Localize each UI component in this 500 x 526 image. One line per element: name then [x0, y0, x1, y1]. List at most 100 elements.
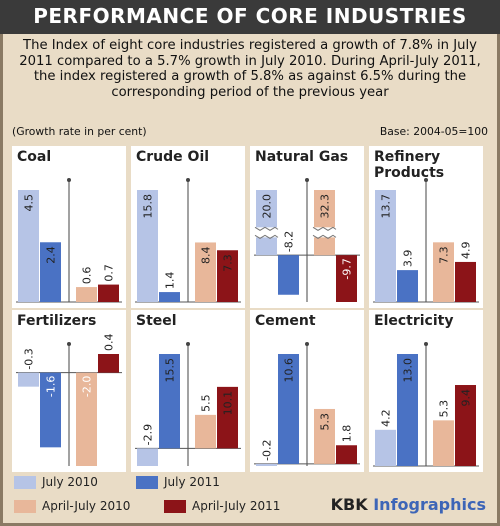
bar-april-july-2010: [76, 372, 97, 466]
data-label: 20.0: [261, 194, 274, 219]
divider-dot: [424, 178, 428, 182]
bar-april-july-2011: [455, 261, 476, 302]
data-label: 10.6: [283, 358, 296, 383]
panel-crude-oil: Crude Oil 15.8 1.4 8.4 7.3: [131, 146, 245, 308]
legend-swatch: [164, 500, 186, 513]
panel-fertilizers: Fertilizers -0.3 -1.6 -2.0 0.4: [12, 310, 126, 472]
data-label: -9.7: [341, 258, 354, 279]
bar-july-2011: [397, 354, 418, 466]
panel-steel: Steel -2.9 15.5 5.5 10.1: [131, 310, 245, 472]
panel-refinery-products: Refinery Products 13.7 3.9 7.3 4.9: [369, 146, 483, 308]
data-label: 7.3: [438, 246, 451, 264]
legend-label: July 2011: [164, 475, 220, 489]
bar-july-2010: [18, 372, 39, 387]
panel-natural-gas: Natural Gas 20.0 -8.2 32.3 -9.7: [250, 146, 364, 308]
bar-april-july-2011: [217, 250, 238, 302]
data-label: 4.5: [23, 194, 36, 212]
panel-chart: 4.5 2.4 0.6 0.7: [16, 178, 122, 303]
divider-dot: [305, 178, 309, 182]
bar-july-2011: [278, 354, 299, 464]
bar-july-2011: [278, 255, 299, 295]
panel-chart: -0.3 -1.6 -2.0 0.4: [16, 334, 122, 466]
data-label: 9.4: [460, 389, 473, 407]
intro-text: The Index of eight core industries regis…: [19, 38, 481, 100]
divider-dot: [305, 342, 309, 346]
divider-dot: [186, 178, 190, 182]
bar-july-2011: [159, 354, 180, 449]
bar-july-2010: [137, 448, 158, 466]
brand-part1: KBK: [330, 495, 374, 514]
data-label: 5.3: [438, 400, 451, 418]
bar-july-2010: [18, 190, 39, 302]
bar-april-july-2010: [314, 190, 335, 256]
data-label: 0.7: [103, 264, 116, 282]
data-label: 1.4: [164, 272, 177, 290]
data-label: -0.3: [23, 348, 36, 369]
legend: July 2010 July 2011 April-July 2010 Apri…: [14, 474, 494, 520]
data-label: 7.3: [222, 254, 235, 272]
data-label: -2.0: [81, 376, 94, 397]
bar-april-july-2010: [195, 414, 216, 449]
data-label: 15.8: [142, 194, 155, 219]
data-label: 15.5: [164, 358, 177, 383]
data-label: -0.2: [261, 439, 274, 460]
data-label: -2.9: [142, 424, 155, 445]
data-label: 5.3: [319, 413, 332, 431]
bar-april-july-2011: [455, 385, 476, 466]
bar-april-july-2010: [433, 242, 454, 302]
bar-april-july-2011: [98, 284, 119, 302]
data-label: -8.2: [283, 231, 296, 252]
data-label: 3.9: [402, 250, 415, 268]
data-label: 8.4: [200, 246, 213, 264]
data-label: 5.5: [200, 394, 213, 412]
panel-chart: 4.2 13.0 5.3 9.4: [373, 342, 479, 467]
bar-july-2010: [375, 429, 396, 466]
data-label: 32.3: [319, 194, 332, 219]
panel-chart: 20.0 -8.2 32.3 -9.7: [254, 178, 360, 302]
axis-break-zigzag: [254, 234, 279, 239]
bar-april-july-2010: [433, 420, 454, 466]
bar-july-2011: [40, 372, 61, 448]
axis-break-zigzag: [254, 226, 279, 231]
chart-title: PERFORMANCE OF CORE INDUSTRIES: [33, 4, 467, 28]
bar-july-2010: [137, 190, 158, 302]
bar-april-july-2011: [336, 445, 357, 464]
divider-dot: [186, 342, 190, 346]
data-label: 13.0: [402, 358, 415, 383]
title-bar: PERFORMANCE OF CORE INDUSTRIES: [0, 0, 500, 34]
data-label: 4.2: [380, 409, 393, 427]
panel-title: Cement: [255, 313, 316, 329]
bar-july-2011: [159, 292, 180, 302]
base-note: Base: 2004-05=100: [379, 125, 488, 138]
panel-title: Electricity: [374, 313, 454, 329]
legend-label: April-July 2011: [192, 499, 281, 513]
bar-july-2010: [375, 190, 396, 302]
bar-april-july-2011: [336, 255, 357, 302]
legend-swatch: [14, 476, 36, 489]
data-label: 4.9: [460, 241, 473, 258]
bar-july-2010: [256, 190, 277, 256]
axis-break-zigzag: [312, 226, 337, 231]
bar-april-july-2010: [76, 287, 97, 302]
data-label: -1.6: [45, 376, 58, 397]
unit-note: (Growth rate in per cent): [12, 125, 147, 138]
panel-title: Crude Oil: [136, 149, 210, 165]
panel-title: Steel: [136, 313, 177, 329]
axis-break-zigzag: [312, 234, 337, 239]
data-label: 1.8: [341, 425, 354, 443]
panel-chart: 13.7 3.9 7.3 4.9: [373, 178, 479, 303]
brand-part2: Infographics: [373, 495, 486, 514]
panel-chart: -2.9 15.5 5.5 10.1: [135, 342, 241, 466]
panel-title: Natural Gas: [255, 149, 349, 165]
panel-electricity: Electricity 4.2 13.0 5.3 9.4: [369, 310, 483, 472]
divider-dot: [67, 342, 71, 346]
axis-break: [313, 227, 336, 238]
divider-dot: [67, 178, 71, 182]
axis-break: [255, 227, 278, 238]
panel-title: Fertilizers: [17, 313, 97, 329]
panel-chart: -0.2 10.6 5.3 1.8: [254, 342, 360, 466]
bar-april-july-2010: [195, 242, 216, 302]
bar-april-july-2010: [314, 408, 335, 464]
data-label: 13.7: [380, 194, 393, 219]
